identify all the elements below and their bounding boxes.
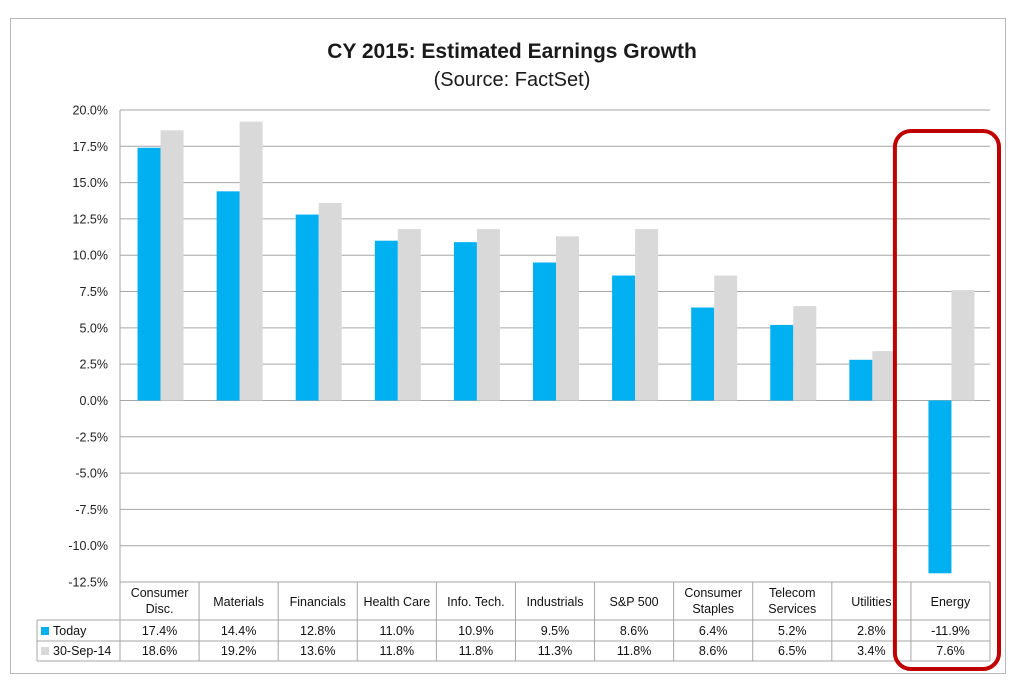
bar-today <box>295 214 319 401</box>
category-label: Health Care <box>363 595 430 609</box>
category-label: Staples <box>692 602 734 616</box>
category-label: Consumer <box>684 586 742 600</box>
y-tick-label: 17.5% <box>73 140 108 154</box>
data-label: 6.4% <box>699 624 728 638</box>
bar-today <box>849 359 873 401</box>
data-label: 14.4% <box>221 624 256 638</box>
data-label: 5.2% <box>778 624 807 638</box>
bar-sep14 <box>318 202 342 401</box>
data-label: 11.8% <box>459 644 494 658</box>
y-tick-label: -10.0% <box>68 539 108 553</box>
data-label: 11.8% <box>617 644 652 658</box>
legend-label: 30-Sep-14 <box>53 644 111 658</box>
bar-today <box>770 324 794 401</box>
bar-today <box>374 240 398 401</box>
y-tick-label: -12.5% <box>68 576 108 590</box>
bar-sep14 <box>793 306 817 401</box>
category-label: S&P 500 <box>610 595 659 609</box>
category-label: Industrials <box>527 595 584 609</box>
energy-highlight-box <box>892 129 1002 671</box>
bar-sep14 <box>476 229 500 401</box>
chart-subtitle: (Source: FactSet) <box>433 69 591 91</box>
y-tick-label: 5.0% <box>80 321 109 335</box>
y-tick-label: -7.5% <box>75 503 108 517</box>
bars <box>137 121 975 574</box>
data-label: -11.9% <box>931 624 970 638</box>
data-label: 11.8% <box>380 644 415 658</box>
y-tick-label: 12.5% <box>73 212 108 226</box>
category-label: Disc. <box>146 602 174 616</box>
gridlines <box>119 109 990 583</box>
y-tick-label: 20.0% <box>73 104 108 118</box>
data-label: 3.4% <box>857 644 886 658</box>
legend-swatch <box>41 647 49 655</box>
y-tick-label: 2.5% <box>80 358 109 372</box>
category-label: Financials <box>290 595 346 609</box>
bar-sep14 <box>239 121 263 401</box>
bar-sep14 <box>160 130 184 401</box>
data-label: 8.6% <box>620 624 649 638</box>
bar-today <box>691 307 715 401</box>
bar-today <box>928 400 952 574</box>
chart-title: CY 2015: Estimated Earnings Growth <box>327 40 697 63</box>
bar-sep14 <box>635 229 659 401</box>
data-table: Consumer Disc. Materials Financials Health C… <box>36 582 991 662</box>
bar-today <box>137 147 161 401</box>
data-label: 6.5% <box>778 644 807 658</box>
y-tick-label: 0.0% <box>80 394 109 408</box>
bar-today <box>533 262 556 401</box>
highlight-annotation <box>892 129 1002 671</box>
bar-sep14 <box>951 290 975 401</box>
category-label: Materials <box>213 595 264 609</box>
bar-sep14 <box>872 351 896 401</box>
bar-sep14 <box>397 229 421 401</box>
data-label: 18.6% <box>142 644 177 658</box>
data-label: 17.4% <box>142 624 177 638</box>
bar-sep14 <box>714 275 738 401</box>
data-label: 11.0% <box>380 624 415 638</box>
data-label: 19.2% <box>221 644 256 658</box>
data-label: 13.6% <box>300 644 335 658</box>
y-axis-tick-labels: 20.0% 17.5% 15.0% 12.5% 10.0% 7.5% 5.0% 2.5% 0.0… <box>68 104 108 590</box>
legend-swatch <box>41 627 49 635</box>
y-tick-label: 10.0% <box>73 249 108 263</box>
y-tick-label: -5.0% <box>75 467 108 481</box>
bar-sep14 <box>556 236 579 401</box>
category-label: Energy <box>931 595 971 609</box>
data-label: 2.8% <box>857 624 886 638</box>
data-label: 11.3% <box>538 644 573 658</box>
category-label: Utilities <box>851 595 891 609</box>
bar-today <box>453 242 477 401</box>
bar-today <box>612 275 636 401</box>
data-label: 7.6% <box>936 644 965 658</box>
category-label: Telecom <box>769 586 816 600</box>
category-label: Services <box>768 602 816 616</box>
y-tick-label: -2.5% <box>75 430 108 444</box>
legend-label: Today <box>53 624 87 638</box>
category-label: Consumer <box>131 586 189 600</box>
y-tick-label: 15.0% <box>73 176 108 190</box>
bar-today <box>216 191 240 401</box>
data-label: 8.6% <box>699 644 728 658</box>
data-label: 10.9% <box>458 624 493 638</box>
data-label: 12.8% <box>300 624 335 638</box>
data-label: 9.5% <box>541 624 570 638</box>
category-label: Info. Tech. <box>447 595 504 609</box>
y-tick-label: 7.5% <box>80 285 109 299</box>
